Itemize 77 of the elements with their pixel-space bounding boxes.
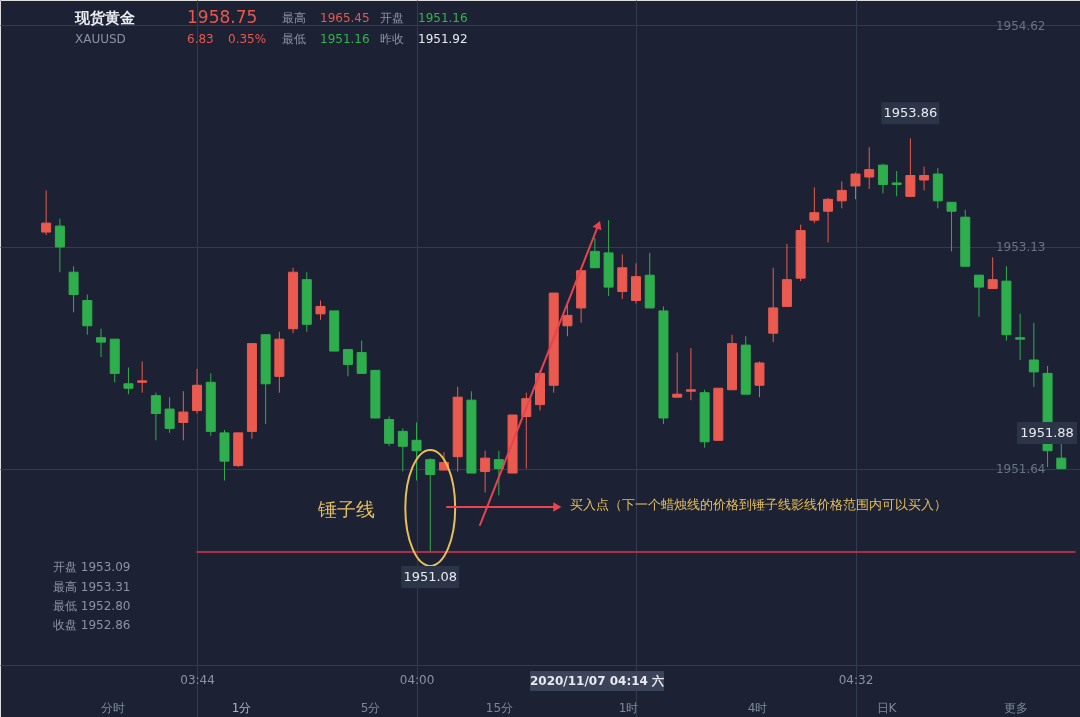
candlestick	[178, 390, 189, 441]
candlestick	[836, 180, 847, 209]
candlestick	[891, 170, 902, 197]
candlestick	[137, 360, 148, 394]
annotation: 4时	[747, 701, 768, 715]
candlestick	[1028, 322, 1039, 388]
annotation: 开盘	[380, 11, 404, 25]
annotation: 1951.88	[1020, 424, 1074, 440]
candlestick	[864, 146, 875, 190]
candlestick	[809, 186, 820, 224]
candlestick	[164, 396, 175, 434]
y-tick-label: 1954.62	[995, 18, 1046, 33]
candlestick	[480, 450, 491, 493]
text: XAUUSD	[75, 32, 126, 46]
candlestick	[342, 349, 353, 377]
candlestick	[493, 450, 504, 496]
candlestick	[54, 218, 65, 273]
annotation: 更多	[1003, 701, 1028, 715]
annotation: 5分	[360, 701, 381, 715]
candlestick	[150, 392, 161, 441]
candlestick	[589, 237, 600, 269]
candlestick	[631, 262, 642, 304]
annotation: 1953.86	[883, 105, 938, 121]
candlestick	[946, 201, 957, 252]
x-tick-label: 03:44	[180, 672, 215, 687]
annotation: 锤子线	[317, 498, 375, 520]
annotation: 日K	[876, 701, 898, 715]
candlestick	[425, 457, 436, 553]
annotation: 1分	[231, 701, 252, 715]
annotation: 1951.08	[403, 568, 458, 584]
annotation: 最高	[282, 11, 306, 25]
annotation: 开盘 1953.09	[53, 560, 131, 574]
candlestick	[877, 163, 888, 194]
annotation: 分时	[100, 701, 125, 715]
candlestick	[672, 352, 683, 398]
annotation: 15分	[485, 701, 514, 715]
candlestick	[68, 265, 79, 313]
annotation: 1951.16	[418, 11, 468, 25]
annotation: 1951.16	[320, 32, 370, 46]
candlestick	[411, 421, 422, 481]
x-tick-label: 04:00	[399, 672, 435, 687]
annotation: 0.35%	[228, 32, 267, 46]
candlestick	[823, 197, 834, 243]
candlestick	[356, 340, 367, 374]
candlestick	[850, 172, 861, 200]
candlestick	[987, 256, 998, 290]
candlestick	[41, 189, 52, 236]
annotation: 1951.92	[418, 32, 468, 46]
annotation: 最高 1953.31	[53, 580, 131, 594]
annotation: 1958.75	[187, 7, 258, 27]
candlestick	[96, 328, 107, 358]
candlestick	[754, 360, 765, 398]
annotation: 收盘 1952.86	[53, 618, 131, 632]
x-tick-label: 04:32	[838, 672, 874, 687]
candlestick	[384, 416, 395, 447]
annotation: 6.83	[187, 32, 214, 46]
candlestick	[1056, 442, 1067, 470]
annotation: 1965.45	[320, 11, 370, 25]
candlestick	[315, 299, 326, 321]
candlestick	[685, 347, 696, 401]
candlestick	[905, 137, 916, 197]
candlestick	[617, 253, 628, 300]
annotation: 1时	[618, 701, 639, 715]
candlestick	[397, 427, 408, 473]
annotation: 最低 1952.80	[53, 599, 131, 613]
y-tick-label: 1951.64	[995, 462, 1046, 477]
annotation: 昨收	[380, 32, 404, 46]
candlestick	[973, 274, 984, 318]
annotation: 最低	[282, 32, 306, 46]
annotation: 买入点（下一个蜡烛线的价格到锤子线影线价格范围内可以买入）	[570, 497, 947, 512]
candlestick	[123, 366, 134, 395]
candlestick	[919, 166, 930, 191]
annotation: 2020/11/07 04:14 六	[529, 674, 665, 688]
y-tick-label: 1953.13	[995, 240, 1046, 255]
candlestick	[562, 304, 573, 337]
text: 现货黄金	[74, 9, 135, 27]
candlestick	[1015, 313, 1026, 361]
